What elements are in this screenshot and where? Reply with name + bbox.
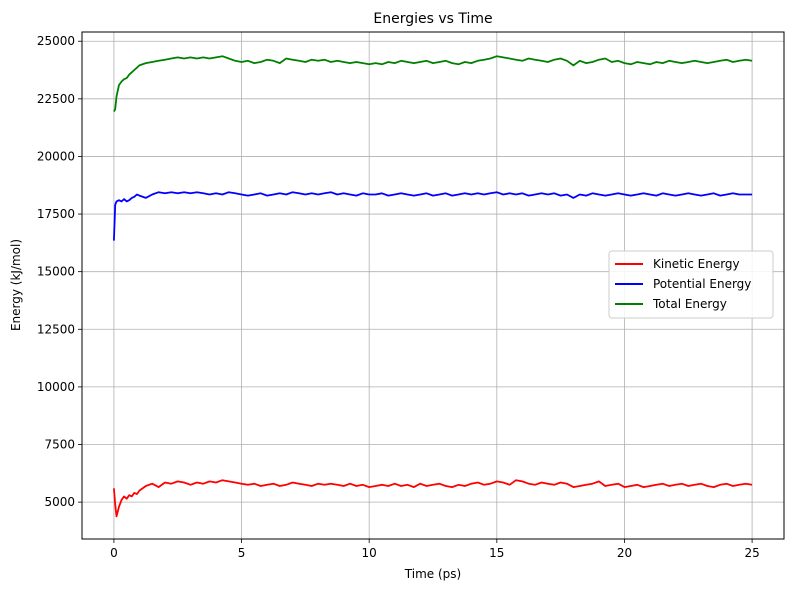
x-tick-label: 15 bbox=[489, 546, 504, 560]
x-tick-label: 25 bbox=[744, 546, 759, 560]
y-tick-label: 15000 bbox=[37, 265, 75, 279]
x-tick-label: 20 bbox=[617, 546, 632, 560]
y-tick-label: 7500 bbox=[44, 438, 75, 452]
total-energy-line bbox=[113, 55, 753, 112]
x-tick-label: 5 bbox=[238, 546, 246, 560]
y-axis-ticks: 5000 7500 10000 12500 15000 17500 20000 22500 25… bbox=[37, 34, 82, 509]
legend-box bbox=[608, 250, 774, 319]
y-tick-label: 22500 bbox=[37, 92, 75, 106]
y-tick-label: 17500 bbox=[37, 207, 75, 221]
legend-label-potential-energy: Potential Energy bbox=[653, 277, 751, 291]
y-tick-label: 12500 bbox=[37, 322, 75, 336]
chart-title: Energies vs Time bbox=[373, 11, 492, 27]
y-axis-label: Energy (kJ/mol) bbox=[9, 239, 23, 331]
x-tick-label: 10 bbox=[362, 546, 377, 560]
legend-label-total-energy: Total Energy bbox=[652, 297, 727, 311]
plot-frame bbox=[81, 31, 785, 540]
y-tick-label: 25000 bbox=[37, 34, 75, 48]
x-axis-ticks: 0 5 10 15 20 25 bbox=[110, 539, 760, 560]
x-tick-label: 0 bbox=[110, 546, 118, 560]
legend: Kinetic Energy Potential Energy Total Ener… bbox=[608, 250, 774, 319]
x-axis-label: Time (ps) bbox=[404, 567, 461, 581]
potential-energy-line bbox=[113, 191, 753, 241]
legend-label-kinetic-energy: Kinetic Energy bbox=[653, 257, 740, 271]
y-tick-label: 5000 bbox=[44, 495, 75, 509]
y-tick-label: 10000 bbox=[37, 380, 75, 394]
y-tick-label: 20000 bbox=[37, 149, 75, 163]
kinetic-energy-line bbox=[113, 479, 753, 518]
plot-series bbox=[113, 55, 753, 518]
